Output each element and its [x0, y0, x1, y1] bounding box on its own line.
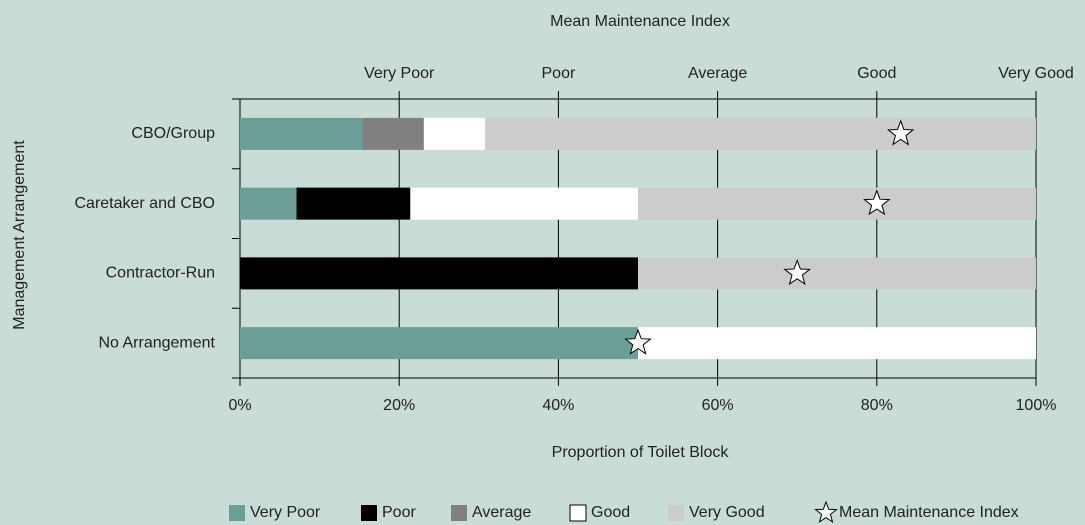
x-axis-title: Proportion of Toilet Block: [552, 444, 730, 461]
x-tick-label: 80%: [861, 397, 893, 414]
top-axis-title: Mean Maintenance Index: [550, 13, 730, 30]
bar-segment: [296, 187, 411, 220]
bar-segment: [362, 117, 424, 150]
legend-label: Very Poor: [250, 504, 321, 521]
bar-segment: [638, 187, 1036, 220]
legend-marker: [451, 505, 467, 521]
top-tick-label: Average: [688, 65, 747, 82]
x-tick-label: 40%: [542, 397, 574, 414]
legend-label: Average: [472, 504, 531, 521]
bar-segment: [240, 257, 638, 290]
bar-segment: [240, 327, 638, 360]
legend-label: Good: [591, 504, 630, 521]
bar-segment: [240, 117, 363, 150]
legend-label: Very Good: [689, 504, 765, 521]
legend-marker: [668, 505, 684, 521]
legend-label: Mean Maintenance Index: [839, 504, 1019, 521]
mean-star: [624, 328, 652, 355]
x-tick-label: 20%: [383, 397, 415, 414]
y-tick-label: CBO/Group: [131, 125, 215, 142]
y-tick-label: No Arrangement: [98, 334, 215, 351]
top-tick-label: Good: [857, 65, 896, 82]
legend-marker: [361, 505, 377, 521]
bar-segment: [240, 187, 297, 220]
x-tick-label: 60%: [702, 397, 734, 414]
legend-label: Poor: [382, 504, 416, 521]
legend-marker: [569, 504, 587, 522]
y-tick-label: Caretaker and CBO: [74, 195, 215, 212]
mean-star: [863, 189, 891, 216]
top-tick-label: Very Poor: [364, 65, 435, 82]
x-tick-label: 0%: [228, 397, 251, 414]
y-tick-label: Contractor-Run: [106, 265, 215, 282]
top-tick-label: Poor: [542, 65, 576, 82]
bar-segment: [638, 257, 1036, 290]
bar-segment: [423, 117, 486, 150]
bar-segment: [638, 327, 1036, 360]
bar-segment: [485, 117, 1037, 150]
legend-marker: [814, 500, 838, 524]
top-tick-label: Very Good: [998, 65, 1074, 82]
bar-segment: [410, 187, 638, 220]
x-tick-label: 100%: [1016, 397, 1057, 414]
mean-star: [783, 258, 811, 286]
mean-star: [886, 119, 915, 146]
legend-marker: [229, 505, 245, 521]
y-axis-title: Management Arrangement: [11, 140, 28, 330]
